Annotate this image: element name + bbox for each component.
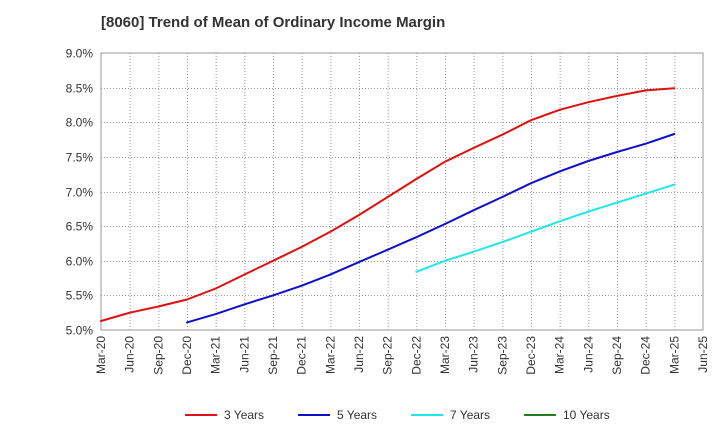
y-tick-label: 7.0% [66, 186, 94, 200]
x-tick-label: Jun-24 [581, 336, 595, 373]
x-tick-label: Sep-22 [381, 336, 395, 375]
series-line-3-years [100, 87, 676, 322]
x-tick-label: Jun-22 [352, 336, 366, 373]
x-tick-label: Jun-25 [696, 336, 710, 373]
y-tick-label: 5.0% [66, 324, 94, 338]
x-tick-label: Jun-23 [467, 336, 481, 373]
x-tick-label: Mar-23 [438, 336, 452, 374]
x-tick-label: Mar-25 [667, 336, 681, 374]
x-tick-label: Dec-22 [409, 336, 423, 375]
y-tick-label: 5.5% [66, 289, 94, 303]
y-tick-label: 8.0% [66, 116, 94, 130]
x-tick-label: Dec-21 [295, 336, 309, 375]
x-tick-label: Sep-23 [495, 336, 509, 375]
y-tick-label: 7.5% [66, 151, 94, 165]
y-tick-label: 9.0% [66, 47, 94, 61]
series-line-5-years [186, 133, 676, 324]
x-tick-label: Mar-20 [94, 336, 108, 374]
chart-title: [8060] Trend of Mean of Ordinary Income … [101, 14, 446, 31]
x-tick-label: Mar-22 [323, 336, 337, 374]
legend-label-3-years: 3 Years [224, 408, 264, 422]
y-tick-label: 6.5% [66, 220, 94, 234]
x-tick-label: Mar-21 [209, 336, 223, 374]
x-tick-label: Mar-24 [553, 336, 567, 374]
x-tick-label: Dec-23 [524, 336, 538, 375]
legend-label-7-years: 7 Years [450, 408, 490, 422]
x-tick-label: Jun-20 [123, 336, 137, 373]
x-tick-label: Sep-24 [610, 336, 624, 375]
series-line-7-years [415, 183, 676, 273]
x-tick-label: Sep-20 [151, 336, 165, 375]
x-tick-label: Sep-21 [266, 336, 280, 375]
y-tick-label: 6.0% [66, 255, 94, 269]
legend-label-5-years: 5 Years [337, 408, 377, 422]
x-tick-label: Jun-21 [237, 336, 251, 373]
x-tick-label: Dec-24 [639, 336, 653, 375]
legend-label-10-years: 10 Years [563, 408, 610, 422]
x-tick-label: Dec-20 [180, 336, 194, 375]
y-tick-label: 8.5% [66, 82, 94, 96]
plot-area [100, 52, 704, 331]
